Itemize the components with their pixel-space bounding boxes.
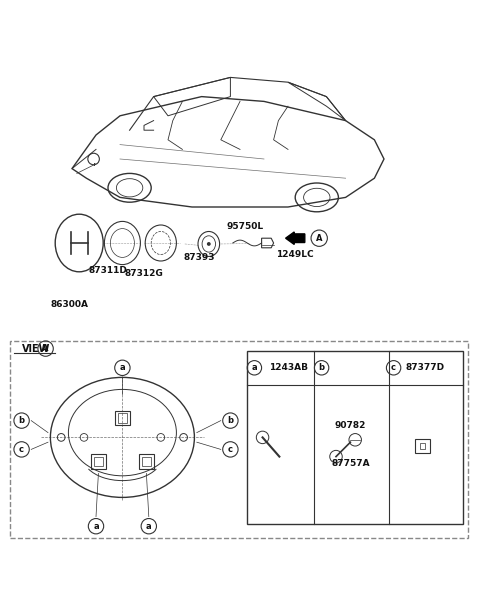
Text: a: a xyxy=(120,364,125,372)
Text: b: b xyxy=(228,416,233,425)
Text: 87311D: 87311D xyxy=(89,265,127,275)
FancyArrow shape xyxy=(286,232,305,244)
Text: 87377D: 87377D xyxy=(406,364,445,372)
Text: a: a xyxy=(146,522,152,531)
Text: 90782: 90782 xyxy=(335,421,366,430)
Text: c: c xyxy=(19,445,24,454)
Circle shape xyxy=(58,433,65,441)
Text: 1243AB: 1243AB xyxy=(269,364,308,372)
Text: VIEW: VIEW xyxy=(22,344,50,353)
Text: 86300A: 86300A xyxy=(50,299,89,308)
Text: 87757A: 87757A xyxy=(331,459,370,468)
Text: b: b xyxy=(19,416,24,425)
Circle shape xyxy=(207,242,211,246)
Text: c: c xyxy=(391,364,396,372)
Text: A: A xyxy=(42,344,49,353)
Text: 87393: 87393 xyxy=(183,253,215,262)
Text: A: A xyxy=(316,234,323,242)
Text: 87312G: 87312G xyxy=(125,270,163,278)
Text: 1249LC: 1249LC xyxy=(276,250,313,259)
Text: a: a xyxy=(93,522,99,531)
Text: b: b xyxy=(319,364,324,372)
Text: c: c xyxy=(228,445,233,454)
Circle shape xyxy=(88,153,99,165)
Text: a: a xyxy=(252,364,257,372)
Circle shape xyxy=(180,433,187,441)
Text: 95750L: 95750L xyxy=(226,222,264,231)
